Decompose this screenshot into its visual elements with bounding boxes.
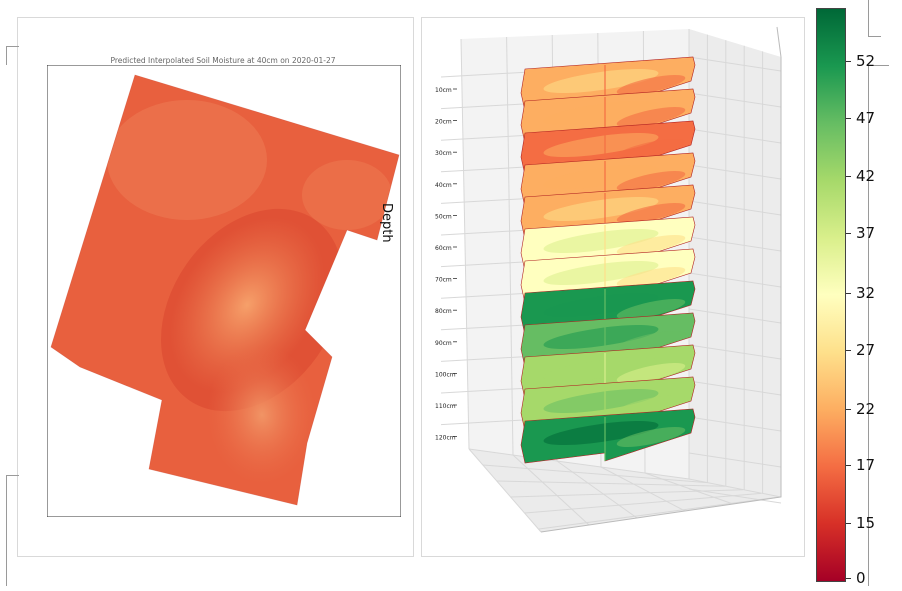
- colorbar-tick-mark: [846, 578, 851, 579]
- colorbar-tick-label: 32: [856, 284, 876, 302]
- colorbar-tick-label: 0: [856, 569, 866, 587]
- depth-level-label: 30cm: [435, 150, 452, 157]
- dry-core-region: [169, 217, 325, 393]
- depth-slices: [520, 56, 696, 464]
- colorbar-tick-mark: [846, 350, 851, 351]
- depth-level-label: 100cm: [435, 371, 456, 378]
- depth-slice: [520, 184, 696, 240]
- colorbar-tick-mark: [846, 176, 851, 177]
- depth-level-label: 20cm: [435, 119, 452, 126]
- map-title: Predicted Interpolated Soil Moisture at …: [110, 56, 336, 65]
- moisture-map: [47, 65, 401, 517]
- depth-slice: [520, 248, 696, 304]
- depth-level-label: 120cm: [435, 435, 456, 442]
- depth-cube-3d: 10cm 20cm 30cm 40cm 50cm 60cm 70cm 80cm 90cm 100c…: [435, 26, 782, 533]
- depth-slice: [520, 152, 696, 208]
- depth-level-label: 50cm: [435, 213, 452, 220]
- colorbar-tick-mark: [846, 233, 851, 234]
- colorbar: [816, 8, 846, 582]
- colorbar-tick-label: 37: [856, 224, 876, 242]
- depth-slice: [520, 280, 696, 336]
- depth-slice: [520, 120, 696, 176]
- colorbar-tick-label: 52: [856, 52, 876, 70]
- depth-axis-label: Depth: [379, 203, 394, 243]
- depth-slice: [520, 408, 696, 464]
- depth-level-label: 80cm: [435, 308, 452, 315]
- depth-level-label: 110cm: [435, 403, 456, 410]
- colorbar-tick-mark: [846, 523, 851, 524]
- depth-tick-labels: 10cm 20cm 30cm 40cm 50cm 60cm 70cm 80cm 90cm 100c…: [435, 87, 457, 442]
- colorbar-tick-label: 27: [856, 341, 876, 359]
- colorbar-tick-mark: [846, 465, 851, 466]
- corner-bracket: [868, 65, 889, 586]
- depth-level-label: 70cm: [435, 277, 452, 284]
- depth-level-label: 40cm: [435, 182, 452, 189]
- depth-level-label: 90cm: [435, 340, 452, 347]
- corner-bracket: [868, 0, 881, 37]
- depth-slice: [520, 216, 696, 272]
- depth-slice: [520, 56, 696, 112]
- colorbar-tick-label: 15: [856, 514, 876, 532]
- colorbar-tick-mark: [846, 293, 851, 294]
- corner-bracket: [6, 475, 19, 586]
- colorbar-tick-mark: [846, 409, 851, 410]
- depth-slice: [520, 312, 696, 368]
- colorbar-tick-label: 17: [856, 456, 876, 474]
- colorbar-tick-label: 22: [856, 400, 876, 418]
- corner-bracket: [6, 46, 19, 65]
- depth-level-label: 60cm: [435, 245, 452, 252]
- colorbar-tick-mark: [846, 61, 851, 62]
- colorbar-tick-mark: [846, 118, 851, 119]
- southern-region: [207, 345, 317, 485]
- colorbar-tick-label: 47: [856, 109, 876, 127]
- depth-level-label: 10cm: [435, 87, 452, 94]
- colorbar-tick-label: 42: [856, 167, 876, 185]
